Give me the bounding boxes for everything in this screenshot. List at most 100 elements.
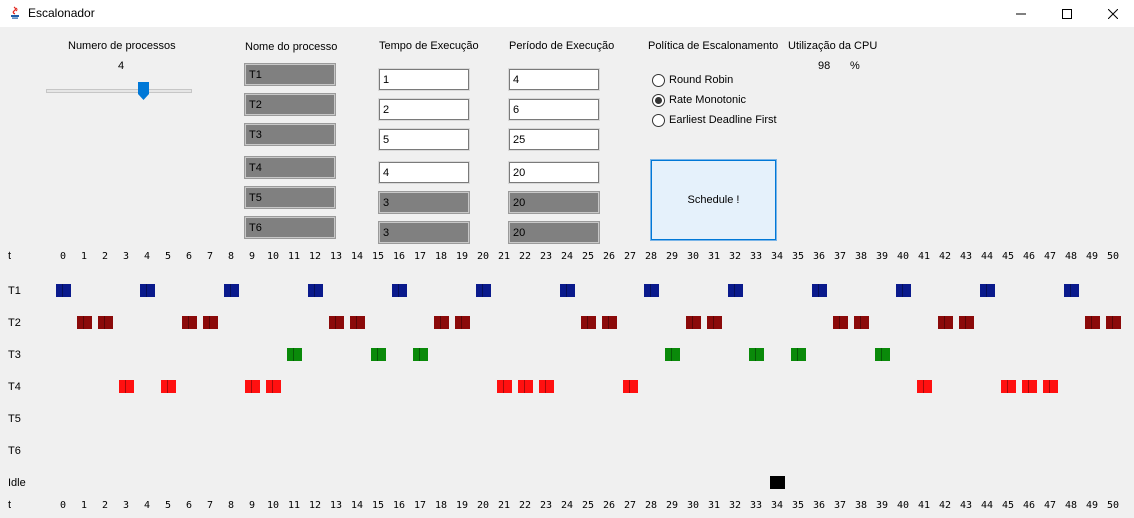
time-tick-label: 15 (371, 251, 385, 262)
time-tick-label: 32 (728, 500, 742, 511)
time-tick-label: 2 (101, 500, 109, 511)
timeline-task-block (1064, 284, 1079, 297)
time-tick-label: 1 (80, 500, 88, 511)
policy-radio-option[interactable]: Earliest Deadline First (652, 112, 777, 128)
timeline-task-block (539, 380, 554, 393)
timeline-task-block (665, 348, 680, 361)
period-input[interactable]: 25 (508, 128, 600, 151)
radio-button-icon[interactable] (652, 73, 665, 87)
exec-time-input[interactable]: 1 (378, 68, 470, 91)
process-name-field: T2 (244, 93, 336, 116)
time-axis-label: t (8, 250, 12, 262)
time-tick-label: 30 (686, 251, 700, 262)
timeline-task-block (1106, 316, 1121, 329)
timeline-task-block (224, 284, 239, 297)
timeline-task-block (476, 284, 491, 297)
timeline-task-block (497, 380, 512, 393)
time-tick-label: 3 (122, 251, 130, 262)
policy-radio-label: Earliest Deadline First (669, 114, 777, 126)
minimize-button[interactable] (998, 0, 1044, 27)
time-tick-label: 43 (959, 500, 973, 511)
time-tick-label: 19 (455, 251, 469, 262)
time-tick-label: 24 (560, 500, 574, 511)
timeline-task-block (392, 284, 407, 297)
timeline-task-block (1043, 380, 1058, 393)
timeline-task-block (287, 348, 302, 361)
maximize-button[interactable] (1044, 0, 1090, 27)
time-tick-label: 0 (59, 500, 67, 511)
time-tick-label: 29 (665, 251, 679, 262)
time-tick-label: 34 (770, 500, 784, 511)
exec-time-input: 3 (378, 221, 470, 244)
time-tick-label: 29 (665, 500, 679, 511)
radio-button-icon[interactable] (652, 93, 665, 107)
time-tick-label: 46 (1022, 251, 1036, 262)
timeline-task-block (266, 380, 281, 393)
period-input[interactable]: 6 (508, 98, 600, 121)
radio-button-icon[interactable] (652, 113, 665, 127)
process-count-slider-thumb[interactable] (138, 82, 149, 100)
timeline-task-block (77, 316, 92, 329)
time-tick-label: 7 (206, 500, 214, 511)
timeline-task-block (119, 380, 134, 393)
period-input[interactable]: 20 (508, 161, 600, 184)
exec-time-input[interactable]: 5 (378, 128, 470, 151)
process-count-slider-track[interactable] (46, 89, 192, 93)
process-name-field: T1 (244, 63, 336, 86)
timeline-task-block (161, 380, 176, 393)
timeline-task-block (413, 348, 428, 361)
time-tick-label: 27 (623, 500, 637, 511)
time-tick-label: 28 (644, 500, 658, 511)
timeline-task-block (875, 348, 890, 361)
title-bar: Escalonador (0, 0, 1134, 27)
exec-time-input[interactable]: 4 (378, 161, 470, 184)
close-button[interactable] (1090, 0, 1134, 27)
time-tick-label: 15 (371, 500, 385, 511)
policy-radio-option[interactable]: Rate Monotonic (652, 92, 746, 108)
time-tick-label: 16 (392, 251, 406, 262)
process-count-value: 4 (118, 60, 125, 72)
time-tick-label: 6 (185, 500, 193, 511)
policy-header: Política de Escalonamento (648, 40, 779, 52)
time-tick-label: 13 (329, 251, 343, 262)
timeline-task-block (686, 316, 701, 329)
time-tick-label: 39 (875, 500, 889, 511)
timeline-task-block (329, 316, 344, 329)
time-tick-label: 6 (185, 251, 193, 262)
time-tick-label: 10 (266, 500, 280, 511)
time-tick-label: 28 (644, 251, 658, 262)
exec-time-input[interactable]: 2 (378, 98, 470, 121)
timeline-task-block (1022, 380, 1037, 393)
timeline-task-block (350, 316, 365, 329)
process-name-field: T4 (244, 156, 336, 179)
timeline-task-block (245, 380, 260, 393)
period-input[interactable]: 4 (508, 68, 600, 91)
time-tick-label: 38 (854, 251, 868, 262)
time-tick-label: 23 (539, 500, 553, 511)
timeline-task-block (56, 284, 71, 297)
policy-radio-label: Round Robin (669, 74, 734, 86)
minimize-icon (1016, 13, 1026, 14)
time-tick-label: 26 (602, 251, 616, 262)
window-title: Escalonador (28, 6, 95, 20)
timeline-task-block (581, 316, 596, 329)
time-tick-label: 10 (266, 251, 280, 262)
time-tick-label: 26 (602, 500, 616, 511)
timeline-task-block (98, 316, 113, 329)
time-tick-label: 14 (350, 500, 364, 511)
schedule-button[interactable]: Schedule ! (650, 159, 777, 241)
timeline-task-block (371, 348, 386, 361)
timeline-task-block (749, 348, 764, 361)
timeline-task-block (1001, 380, 1016, 393)
time-tick-label: 11 (287, 251, 301, 262)
time-tick-label: 0 (59, 251, 67, 262)
policy-radio-option[interactable]: Round Robin (652, 72, 733, 88)
time-tick-label: 22 (518, 500, 532, 511)
time-tick-label: 30 (686, 500, 700, 511)
timeline-task-block (854, 316, 869, 329)
time-tick-label: 20 (476, 500, 490, 511)
timeline-task-block (917, 380, 932, 393)
timeline-task-block (140, 284, 155, 297)
time-tick-label: 5 (164, 500, 172, 511)
time-tick-label: 11 (287, 500, 301, 511)
